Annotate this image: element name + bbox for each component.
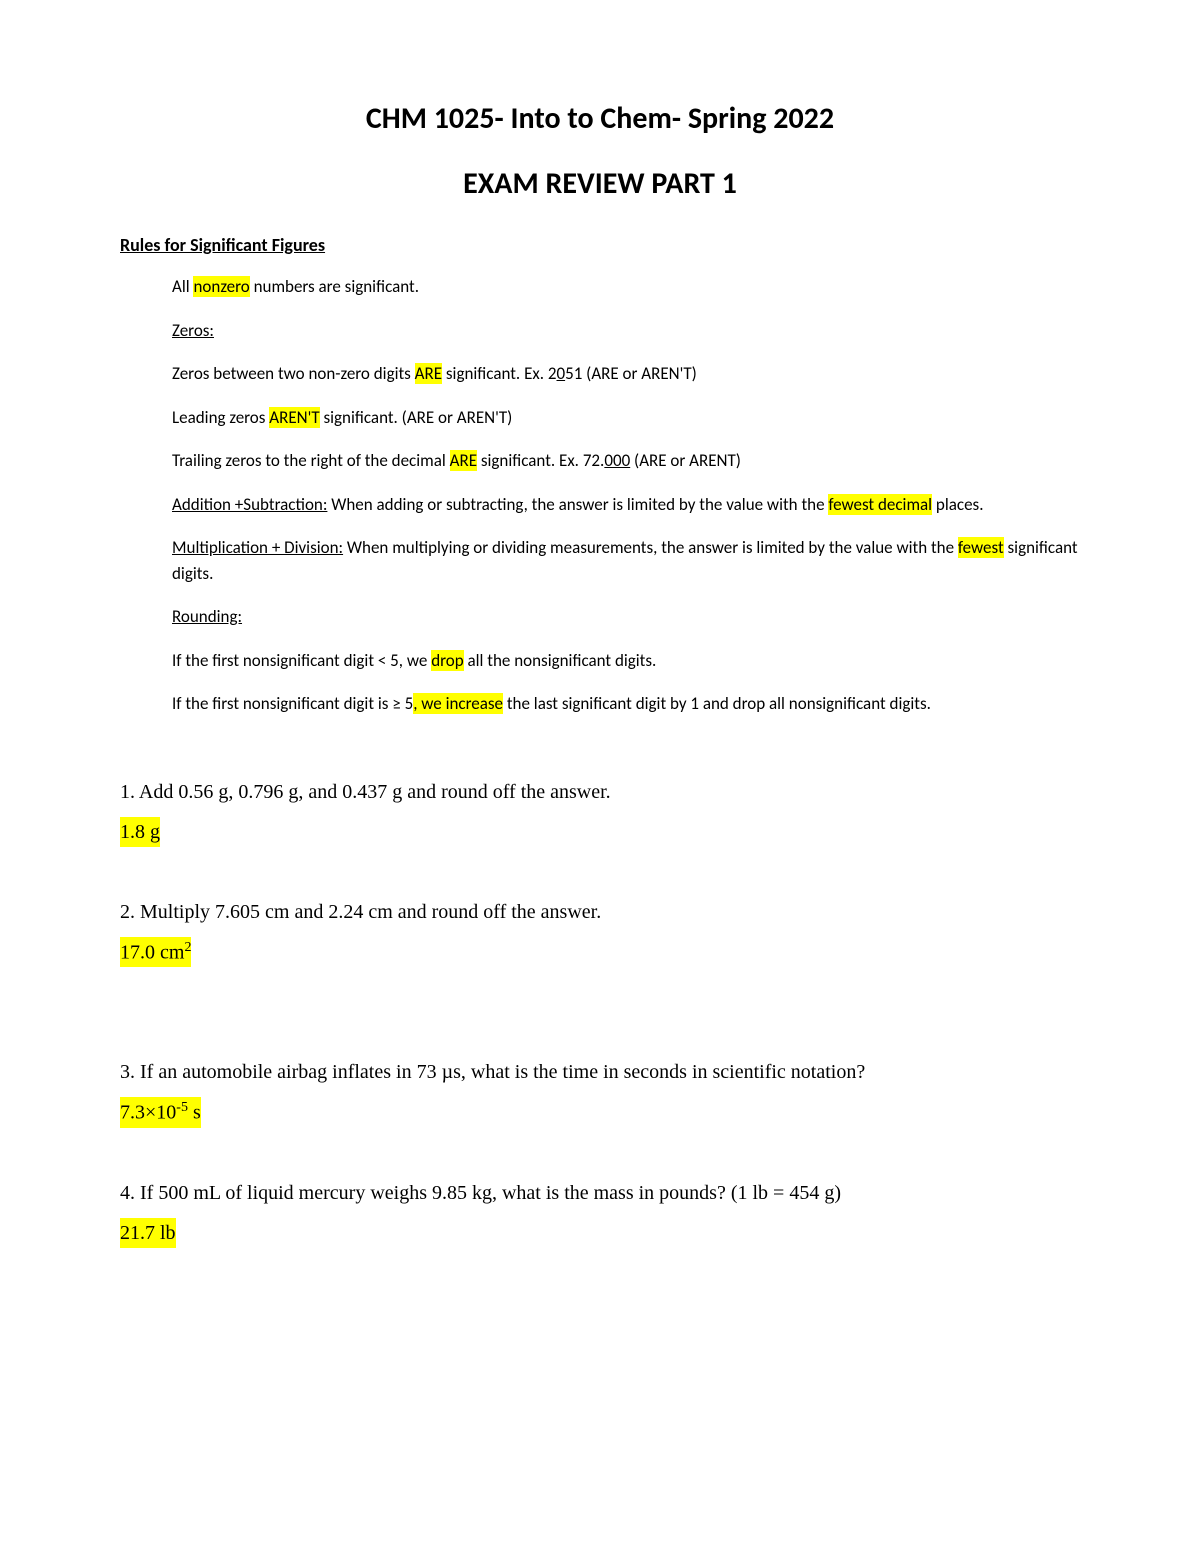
exam-title: EXAM REVIEW PART 1 [120, 165, 1080, 202]
answer-4: 21.7 lb [120, 1218, 176, 1248]
text: Trailing zeros to the right of the decim… [172, 450, 450, 471]
text: 0 [556, 363, 565, 384]
text: All [172, 276, 193, 297]
answer-3: 7.3×10-5 s [120, 1097, 201, 1128]
highlight-fewest-decimal: fewest decimal [828, 494, 932, 515]
superscript: -5 [176, 1100, 188, 1115]
question-3: 3. If an automobile airbag inflates in 7… [120, 1057, 1080, 1087]
rule-round2: If the first nonsignificant digit is ≥ 5… [172, 691, 1080, 717]
text: 17.0 cm [120, 941, 184, 963]
rule-nonzero: All nonzero numbers are significant. [172, 274, 1080, 300]
rule-round1: If the first nonsignificant digit < 5, w… [172, 648, 1080, 674]
rule-addsub: Addition +Subtraction: When adding or su… [172, 492, 1080, 518]
highlight-are: ARE [415, 363, 442, 384]
text: Zeros: [172, 320, 214, 341]
rule-muldiv: Multiplication + Division: When multiply… [172, 535, 1080, 586]
text: Rounding: [172, 606, 242, 627]
question-1: 1. Add 0.56 g, 0.796 g, and 0.437 g and … [120, 777, 1080, 807]
document-page: CHM 1025- Into to Chem- Spring 2022 EXAM… [0, 0, 1200, 1553]
text: numbers are significant. [250, 276, 419, 297]
text: significant. (ARE or AREN'T) [320, 407, 513, 428]
rules-block: All nonzero numbers are significant. Zer… [120, 274, 1080, 717]
highlight-increase: , we increase [413, 693, 503, 714]
text: Addition +Subtraction: [172, 494, 327, 515]
zeros-header: Zeros: [172, 318, 1080, 344]
rounding-header: Rounding: [172, 604, 1080, 630]
rule-between: Zeros between two non-zero digits ARE si… [172, 361, 1080, 387]
text: When adding or subtracting, the answer i… [327, 494, 828, 515]
text: If the first nonsignificant digit < 5, w… [172, 650, 431, 671]
text: 000 [604, 450, 630, 471]
highlight-nonzero: nonzero [193, 276, 249, 297]
course-title: CHM 1025- Into to Chem- Spring 2022 [120, 100, 1080, 137]
text: s [188, 1102, 201, 1124]
text: When multiplying or dividing measurement… [343, 537, 958, 558]
highlight-arent: AREN'T [269, 407, 319, 428]
highlight-are2: ARE [450, 450, 477, 471]
highlight-drop: drop [431, 650, 463, 671]
answer-1: 1.8 g [120, 817, 160, 847]
section-header: Rules for Significant Figures [120, 234, 1080, 256]
rule-trailing: Trailing zeros to the right of the decim… [172, 448, 1080, 474]
text: significant. Ex. 72. [477, 450, 604, 471]
rule-leading: Leading zeros AREN'T significant. (ARE o… [172, 405, 1080, 431]
text: significant. Ex. 2 [442, 363, 556, 384]
text: If the first nonsignificant digit is ≥ 5 [172, 693, 413, 714]
text: all the nonsignificant digits. [464, 650, 657, 671]
questions-block: 1. Add 0.56 g, 0.796 g, and 0.437 g and … [120, 777, 1080, 1298]
answer-2: 17.0 cm2 [120, 937, 191, 968]
highlight-fewest: fewest [958, 537, 1004, 558]
text: the last significant digit by 1 and drop… [503, 693, 931, 714]
question-4: 4. If 500 mL of liquid mercury weighs 9.… [120, 1178, 1080, 1208]
question-2: 2. Multiply 7.605 cm and 2.24 cm and rou… [120, 897, 1080, 927]
text: 7.3×10 [120, 1102, 176, 1124]
text: Leading zeros [172, 407, 269, 428]
superscript: 2 [184, 940, 191, 955]
text: 51 (ARE or AREN'T) [565, 363, 697, 384]
text: (ARE or ARENT) [630, 450, 741, 471]
text: places. [932, 494, 983, 515]
text: Multiplication + Division: [172, 537, 343, 558]
text: Zeros between two non-zero digits [172, 363, 415, 384]
